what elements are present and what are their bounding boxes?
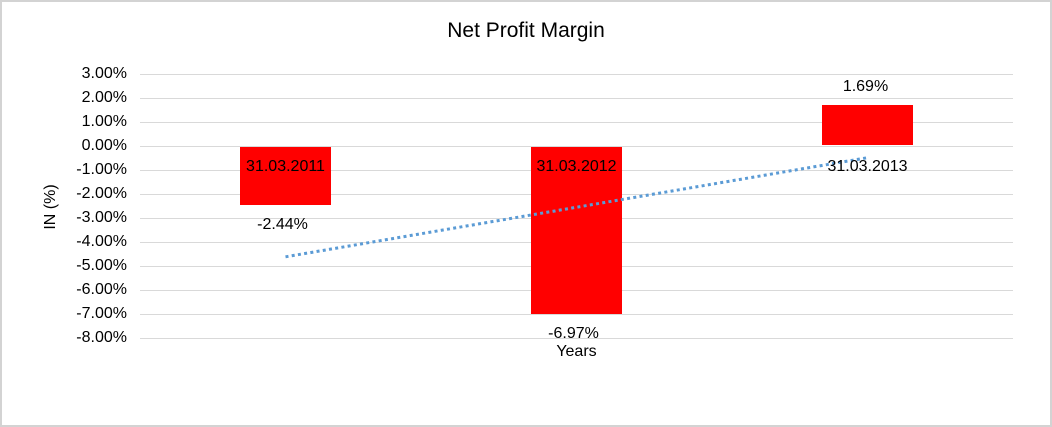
y-tick-label: -6.00% xyxy=(76,280,127,298)
y-tick-label: -1.00% xyxy=(76,160,127,178)
y-tick-label: 3.00% xyxy=(81,64,127,82)
y-tick-label: -4.00% xyxy=(76,232,127,250)
category-label: 31.03.2012 xyxy=(536,157,617,175)
data-label: 1.69% xyxy=(842,78,889,96)
gridline xyxy=(140,313,1013,315)
gridline xyxy=(140,145,1013,147)
x-axis-title: Years xyxy=(556,343,597,360)
chart-title: Net Profit Margin xyxy=(447,19,605,42)
y-tick-label: -3.00% xyxy=(76,208,127,226)
bar-31.03.2013 xyxy=(822,104,913,146)
y-tick-label: 0.00% xyxy=(81,136,127,154)
gridline xyxy=(140,73,1013,75)
y-tick-label: -5.00% xyxy=(76,256,127,274)
category-label: 31.03.2013 xyxy=(827,157,908,175)
data-label: -2.44% xyxy=(257,216,308,234)
y-tick-label: -2.00% xyxy=(76,184,127,202)
bar-31.03.2011 xyxy=(240,146,331,206)
y-tick-label: 1.00% xyxy=(81,112,127,130)
y-tick-label: -8.00% xyxy=(76,328,127,346)
y-tick-label: 2.00% xyxy=(81,88,127,106)
data-label: -6.97% xyxy=(548,324,599,342)
category-label: 31.03.2011 xyxy=(246,157,325,175)
y-tick-label: -7.00% xyxy=(76,304,127,322)
gridline xyxy=(140,97,1013,99)
gridline xyxy=(140,337,1013,339)
gridline xyxy=(140,121,1013,123)
